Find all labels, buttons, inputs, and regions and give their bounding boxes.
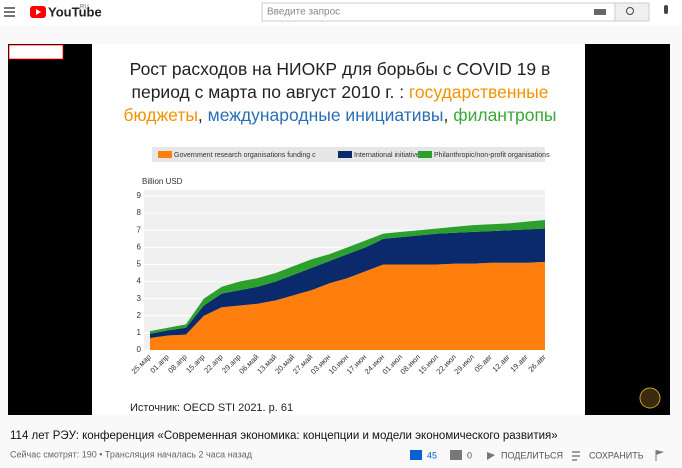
legend-label: Government research organisations fundin… xyxy=(174,152,316,159)
title-part: , xyxy=(198,105,208,125)
legend-label: Philanthropic/non-profit organisations xyxy=(434,152,550,159)
area xyxy=(150,261,545,350)
y-tick-label: 5 xyxy=(137,260,142,269)
menu-icon[interactable] xyxy=(4,7,15,17)
y-axis-label: Billion USD xyxy=(142,177,183,186)
like-count: 45 xyxy=(427,450,437,460)
y-tick-label: 4 xyxy=(137,277,142,286)
y-tick-label: 8 xyxy=(137,208,142,217)
video-meta: Сейчас смотрят: 190 • Трансляция началас… xyxy=(10,449,253,459)
dislike-icon[interactable] xyxy=(450,450,462,460)
video-title: 114 лет РЭУ: конференция «Современная эк… xyxy=(10,430,558,442)
like-icon[interactable] xyxy=(410,450,422,460)
mic-icon[interactable] xyxy=(664,5,668,14)
search-placeholder: Введите запрос xyxy=(267,7,340,18)
legend-swatch xyxy=(338,151,352,158)
title-line: период с марта по август 2010 г. : госуд… xyxy=(131,82,548,102)
share-button[interactable]: ПОДЕЛИТЬСЯ xyxy=(501,450,563,460)
logo-text[interactable]: YouTube xyxy=(48,4,102,19)
y-tick-label: 9 xyxy=(137,191,142,200)
save-icon xyxy=(572,451,580,461)
y-tick-label: 2 xyxy=(137,311,142,320)
y-tick-label: 0 xyxy=(137,345,142,354)
legend-swatch xyxy=(418,151,432,158)
title-line: Рост расходов на НИОКР для борьбы с COVI… xyxy=(130,59,551,79)
title-part: , xyxy=(443,105,453,125)
slide-title: Рост расходов на НИОКР для борьбы с COVI… xyxy=(123,59,556,125)
dislike-count: 0 xyxy=(467,450,472,460)
title-part: международные инициативы xyxy=(208,105,444,125)
search-button[interactable] xyxy=(614,2,650,22)
y-tick-label: 1 xyxy=(137,328,142,337)
title-part: период с марта по август 2010 г. : xyxy=(131,82,408,102)
title-line: бюджеты, международные инициативы, филан… xyxy=(123,105,556,125)
emblem xyxy=(639,387,661,409)
legend-swatch xyxy=(158,151,172,158)
flag-icon[interactable] xyxy=(656,450,664,455)
y-tick-label: 6 xyxy=(137,242,142,251)
title-part: Рост расходов на НИОКР для борьбы с COVI… xyxy=(130,59,551,79)
area xyxy=(150,228,545,339)
title-part: бюджеты xyxy=(123,105,197,125)
region: RU xyxy=(80,5,89,11)
logo-play xyxy=(36,9,41,15)
thumbnail xyxy=(8,44,64,60)
source: Источник: OECD STI 2021. p. 61 xyxy=(130,402,293,414)
area xyxy=(150,219,545,334)
share-icon xyxy=(487,452,495,460)
y-tick-label: 7 xyxy=(137,225,142,234)
save-button[interactable]: СОХРАНИТЬ xyxy=(589,450,644,460)
y-tick-label: 3 xyxy=(137,294,142,303)
keyboard-icon[interactable] xyxy=(594,9,606,15)
search-icon xyxy=(626,7,634,15)
legend-label: International initiatives xyxy=(354,152,424,159)
title-part: филантропы xyxy=(453,105,556,125)
title-part: государственные xyxy=(409,82,549,102)
